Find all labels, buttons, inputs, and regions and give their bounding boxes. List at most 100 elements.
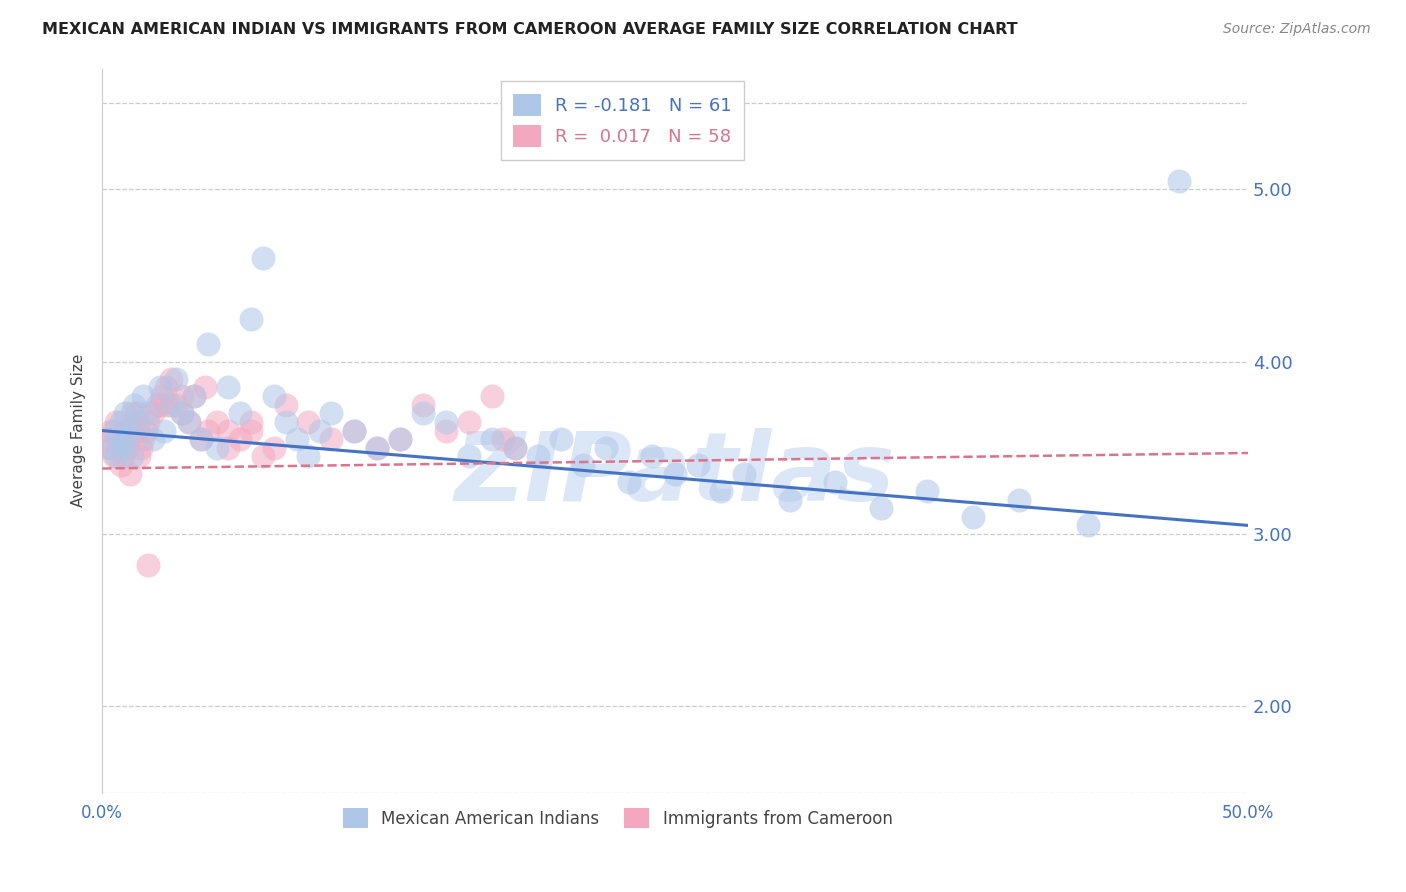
Point <box>297 415 319 429</box>
Point <box>457 450 479 464</box>
Point <box>240 424 263 438</box>
Point <box>117 441 139 455</box>
Point <box>107 441 129 455</box>
Point <box>172 406 194 420</box>
Point <box>274 398 297 412</box>
Point <box>389 432 412 446</box>
Point <box>183 389 205 403</box>
Point <box>160 372 183 386</box>
Point <box>125 424 148 438</box>
Point <box>142 432 165 446</box>
Legend: Mexican American Indians, Immigrants from Cameroon: Mexican American Indians, Immigrants fro… <box>336 801 900 835</box>
Point <box>197 337 219 351</box>
Point <box>434 415 457 429</box>
Point <box>252 251 274 265</box>
Point <box>503 441 526 455</box>
Point <box>217 441 239 455</box>
Point <box>503 441 526 455</box>
Point <box>205 441 228 455</box>
Text: Source: ZipAtlas.com: Source: ZipAtlas.com <box>1223 22 1371 37</box>
Point <box>183 389 205 403</box>
Point <box>733 467 755 481</box>
Point <box>274 415 297 429</box>
Point <box>136 406 159 420</box>
Point <box>111 441 134 455</box>
Point <box>104 415 127 429</box>
Point <box>146 398 169 412</box>
Point <box>128 415 150 429</box>
Point <box>179 415 201 429</box>
Point <box>110 458 132 472</box>
Point <box>100 424 122 438</box>
Point <box>240 311 263 326</box>
Point <box>343 424 366 438</box>
Point <box>217 380 239 394</box>
Y-axis label: Average Family Size: Average Family Size <box>72 354 86 508</box>
Point <box>190 432 212 446</box>
Point <box>142 406 165 420</box>
Point <box>135 424 157 438</box>
Point <box>148 398 170 412</box>
Point <box>595 441 617 455</box>
Point <box>779 492 801 507</box>
Point <box>550 432 572 446</box>
Point <box>1168 173 1191 187</box>
Point <box>125 406 148 420</box>
Point <box>641 450 664 464</box>
Point <box>114 406 136 420</box>
Text: ZIPatlas: ZIPatlas <box>454 427 896 521</box>
Point <box>389 432 412 446</box>
Point <box>114 424 136 438</box>
Point <box>1008 492 1031 507</box>
Point <box>412 398 434 412</box>
Point <box>321 432 343 446</box>
Point <box>124 415 146 429</box>
Point <box>96 432 118 446</box>
Point <box>117 432 139 446</box>
Point <box>252 450 274 464</box>
Point <box>136 415 159 429</box>
Point <box>165 398 187 412</box>
Point <box>118 424 141 438</box>
Point <box>217 424 239 438</box>
Point <box>103 450 125 464</box>
Point <box>481 389 503 403</box>
Point <box>172 406 194 420</box>
Point <box>481 432 503 446</box>
Point <box>104 450 127 464</box>
Point <box>190 432 212 446</box>
Point <box>132 432 155 446</box>
Point <box>194 380 217 394</box>
Point <box>103 424 125 438</box>
Point <box>824 475 846 490</box>
Point <box>160 398 183 412</box>
Point <box>165 372 187 386</box>
Point <box>572 458 595 472</box>
Point <box>526 450 548 464</box>
Point <box>155 380 177 394</box>
Point <box>153 424 176 438</box>
Point <box>263 441 285 455</box>
Point <box>228 432 250 446</box>
Point <box>128 450 150 464</box>
Point <box>870 501 893 516</box>
Point <box>107 432 129 446</box>
Point <box>110 432 132 446</box>
Point <box>297 450 319 464</box>
Point <box>136 558 159 572</box>
Point <box>124 398 146 412</box>
Point <box>686 458 709 472</box>
Point <box>100 441 122 455</box>
Point <box>321 406 343 420</box>
Point <box>132 389 155 403</box>
Point <box>172 389 194 403</box>
Point <box>343 424 366 438</box>
Point <box>110 415 132 429</box>
Point <box>434 424 457 438</box>
Point <box>228 406 250 420</box>
Point <box>366 441 388 455</box>
Point <box>457 415 479 429</box>
Point <box>240 415 263 429</box>
Point <box>619 475 641 490</box>
Point <box>915 483 938 498</box>
